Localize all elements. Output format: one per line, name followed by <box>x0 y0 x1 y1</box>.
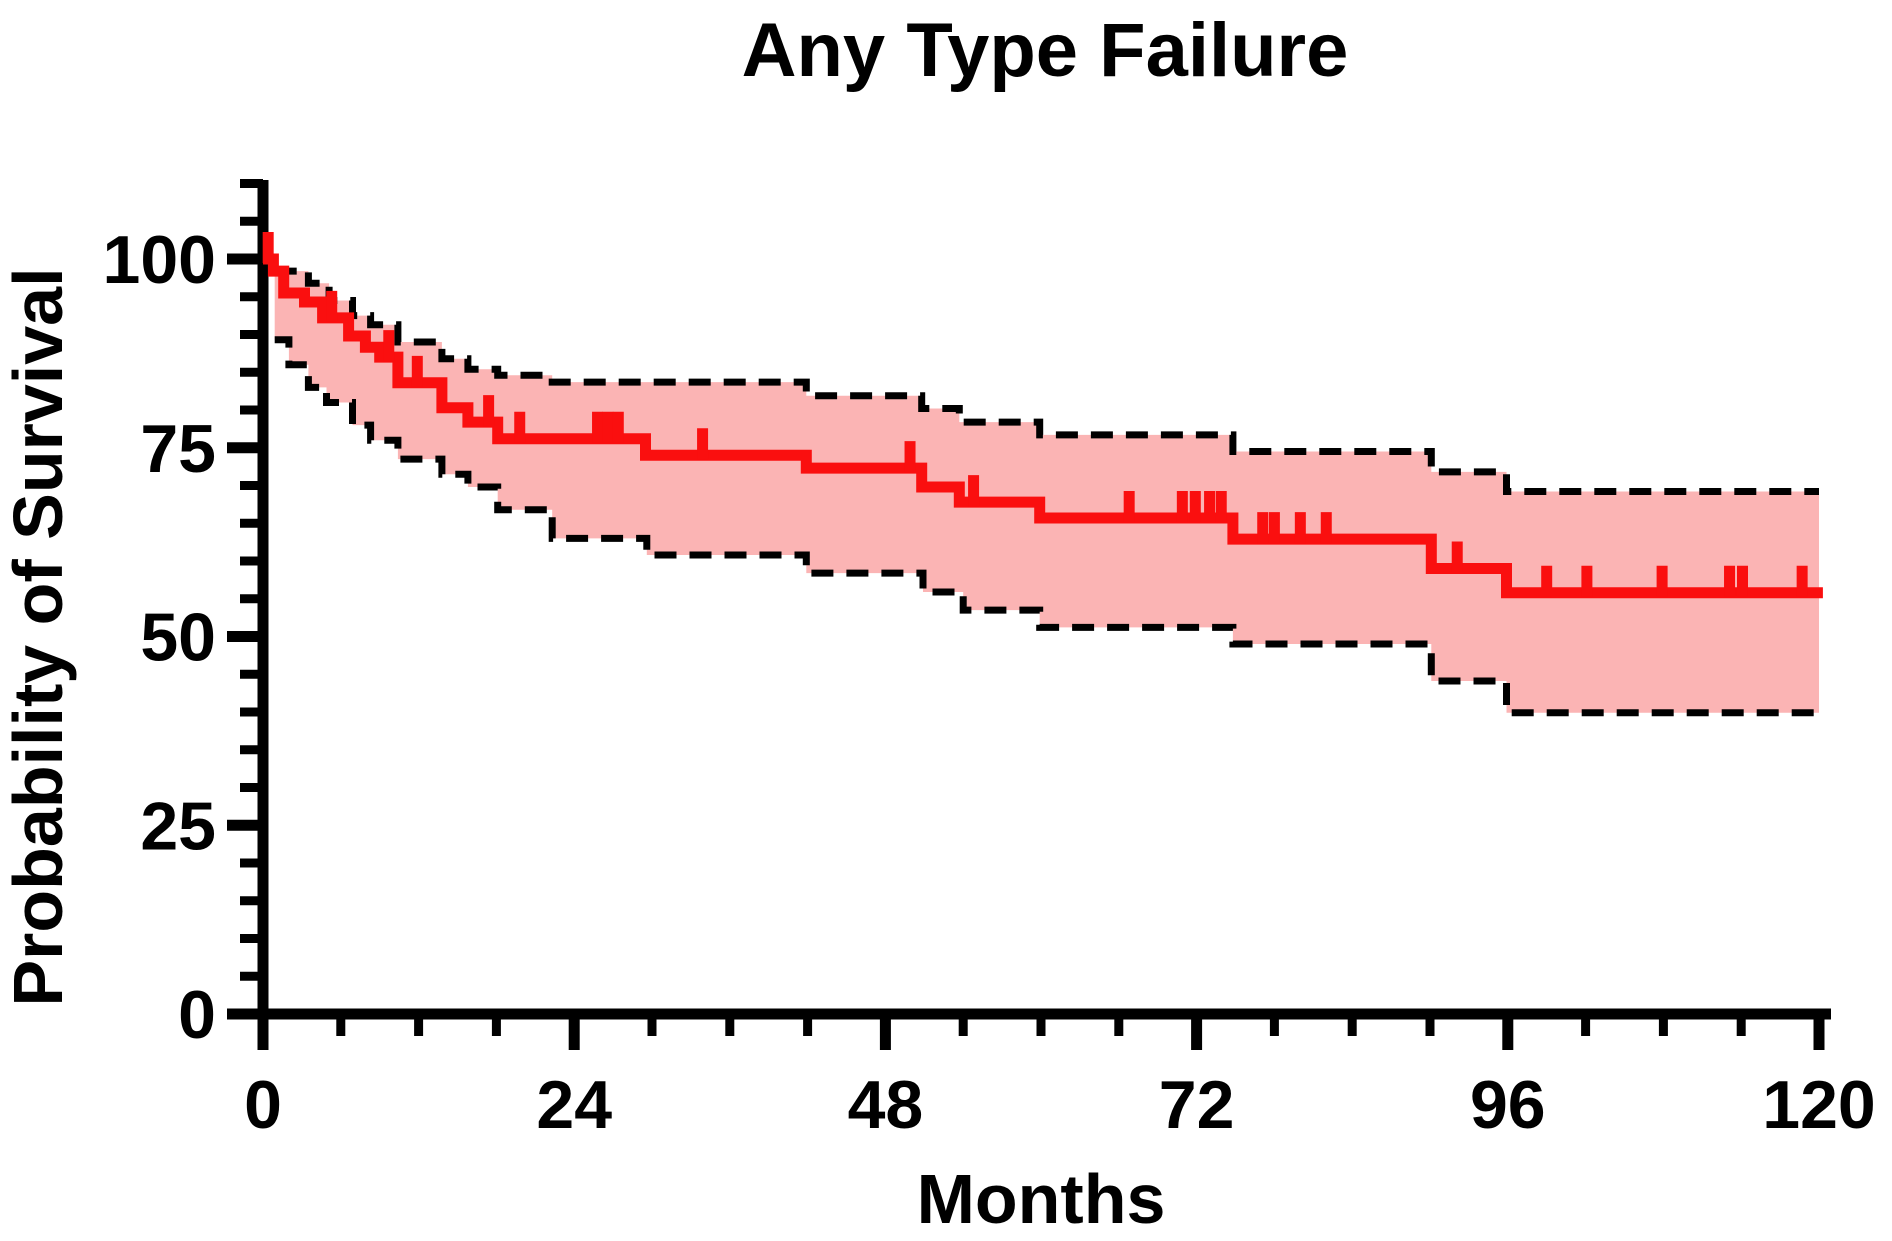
x-tick-label: 72 <box>1159 1067 1235 1143</box>
survival-curve <box>263 253 1823 599</box>
y-tick-label: 75 <box>140 411 216 487</box>
chart-title: Any Type Failure <box>742 8 1349 93</box>
confidence-band <box>274 271 1820 713</box>
plot-area: 0 25 50 75 100 0 24 48 72 96 120 <box>103 179 1876 1143</box>
y-axis-title: Probability of Survival <box>0 267 77 1006</box>
y-tick-label: 50 <box>140 600 216 676</box>
x-tick-label: 96 <box>1470 1067 1546 1143</box>
y-tick-label: 100 <box>103 222 216 298</box>
x-tick-label: 48 <box>848 1067 924 1143</box>
y-tick-label: 0 <box>178 977 216 1053</box>
y-tick-label: 25 <box>140 788 216 864</box>
x-tick-label: 0 <box>244 1067 282 1143</box>
upper-ci-line <box>274 267 1819 495</box>
x-axis-title: Months <box>917 1160 1166 1238</box>
x-tick-label: 24 <box>536 1067 612 1143</box>
x-tick-label: 120 <box>1762 1067 1875 1143</box>
lower-ci-line <box>274 336 1819 717</box>
